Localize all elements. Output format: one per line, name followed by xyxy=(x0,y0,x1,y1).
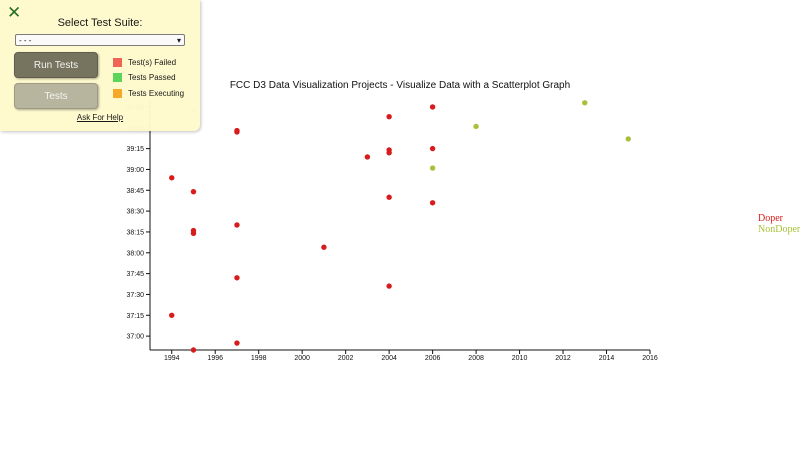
x-tick-label: 2014 xyxy=(599,355,615,362)
x-tick-label: 1996 xyxy=(207,355,223,362)
ask-for-help-link[interactable]: Ask For Help xyxy=(76,113,124,122)
nondoper-dot[interactable] xyxy=(473,123,479,130)
x-tick-label: 2002 xyxy=(338,355,354,362)
doper-dot[interactable] xyxy=(386,113,392,120)
close-icon[interactable]: ✕ xyxy=(7,3,22,23)
doper-dot[interactable] xyxy=(429,145,436,152)
x-tick-label: 2016 xyxy=(642,355,658,362)
executing-swatch xyxy=(113,89,122,98)
test-suite-select[interactable]: - - - ▾ xyxy=(15,34,185,46)
x-tick-label: 1998 xyxy=(251,355,267,362)
x-tick-label: 2000 xyxy=(294,355,310,362)
y-tick-label: 39:00 xyxy=(126,167,144,174)
doper-dot[interactable] xyxy=(190,188,197,195)
passed-swatch xyxy=(113,73,122,82)
doper-dot[interactable] xyxy=(169,312,175,318)
y-axis: 37:00 37:15 37:30 37:45 38:00 38:15 38:30 38:45… xyxy=(126,100,151,350)
chart-title: FCC D3 Data Visualization Projects - Vis… xyxy=(230,80,570,91)
selected-suite: - - - xyxy=(19,36,32,45)
data-points xyxy=(169,100,631,353)
legend-doper: Doper xyxy=(758,213,783,224)
failed-swatch xyxy=(113,58,122,67)
x-tick-label: 2004 xyxy=(381,355,397,362)
y-tick-label: 39:15 xyxy=(126,146,144,153)
y-tick-label: 37:15 xyxy=(126,313,144,320)
doper-dot[interactable] xyxy=(234,222,240,228)
nondoper-dot[interactable] xyxy=(625,136,631,142)
suite-label: Select Test Suite: xyxy=(57,17,143,29)
doper-dot[interactable] xyxy=(190,230,197,237)
doper-dot[interactable] xyxy=(429,200,436,206)
chevron-down-icon: ▾ xyxy=(176,36,181,45)
x-tick-label: 2008 xyxy=(468,355,484,362)
y-tick-label: 38:30 xyxy=(126,209,144,216)
doper-dot[interactable] xyxy=(364,154,371,160)
status-passed-label: Tests Passed xyxy=(128,73,176,82)
x-tick-label: 2010 xyxy=(512,355,528,362)
legend-nondoper: NonDoper xyxy=(758,224,800,235)
x-axis: 1994 1996 1998 2000 2002 2004 2006 2008 2010 2012… xyxy=(150,349,658,362)
x-tick-label: 1994 xyxy=(164,355,180,362)
doper-dot[interactable] xyxy=(321,244,327,250)
doper-dot[interactable] xyxy=(386,194,392,200)
nondoper-dot[interactable] xyxy=(429,165,436,171)
doper-dot[interactable] xyxy=(386,283,392,289)
y-tick-label: 37:30 xyxy=(126,292,144,299)
doper-dot[interactable] xyxy=(234,340,240,346)
status-executing-label: Tests Executing xyxy=(128,89,185,98)
y-tick-label: 38:00 xyxy=(126,250,144,257)
run-tests-button[interactable]: Run Tests xyxy=(14,52,98,78)
doper-dot[interactable] xyxy=(169,175,175,181)
y-tick-label: 37:45 xyxy=(126,271,144,278)
y-tick-label: 37:00 xyxy=(126,334,144,341)
doper-dot[interactable] xyxy=(429,104,436,110)
legend: Doper NonDoper xyxy=(758,213,800,235)
x-tick-label: 2006 xyxy=(425,355,441,362)
status-failed-label: Test(s) Failed xyxy=(128,58,177,67)
doper-dot[interactable] xyxy=(234,275,240,281)
doper-dot[interactable] xyxy=(234,129,240,135)
x-tick-label: 2012 xyxy=(555,355,571,362)
doper-dot[interactable] xyxy=(386,150,392,156)
tests-button[interactable]: Tests xyxy=(14,83,98,109)
doper-dot[interactable] xyxy=(190,347,197,353)
y-tick-label: 38:45 xyxy=(126,188,144,195)
nondoper-dot[interactable] xyxy=(582,100,588,106)
test-suite-panel: ✕ Select Test Suite: - - - ▾ Run Tests T… xyxy=(0,0,200,131)
y-tick-label: 38:15 xyxy=(126,229,144,236)
